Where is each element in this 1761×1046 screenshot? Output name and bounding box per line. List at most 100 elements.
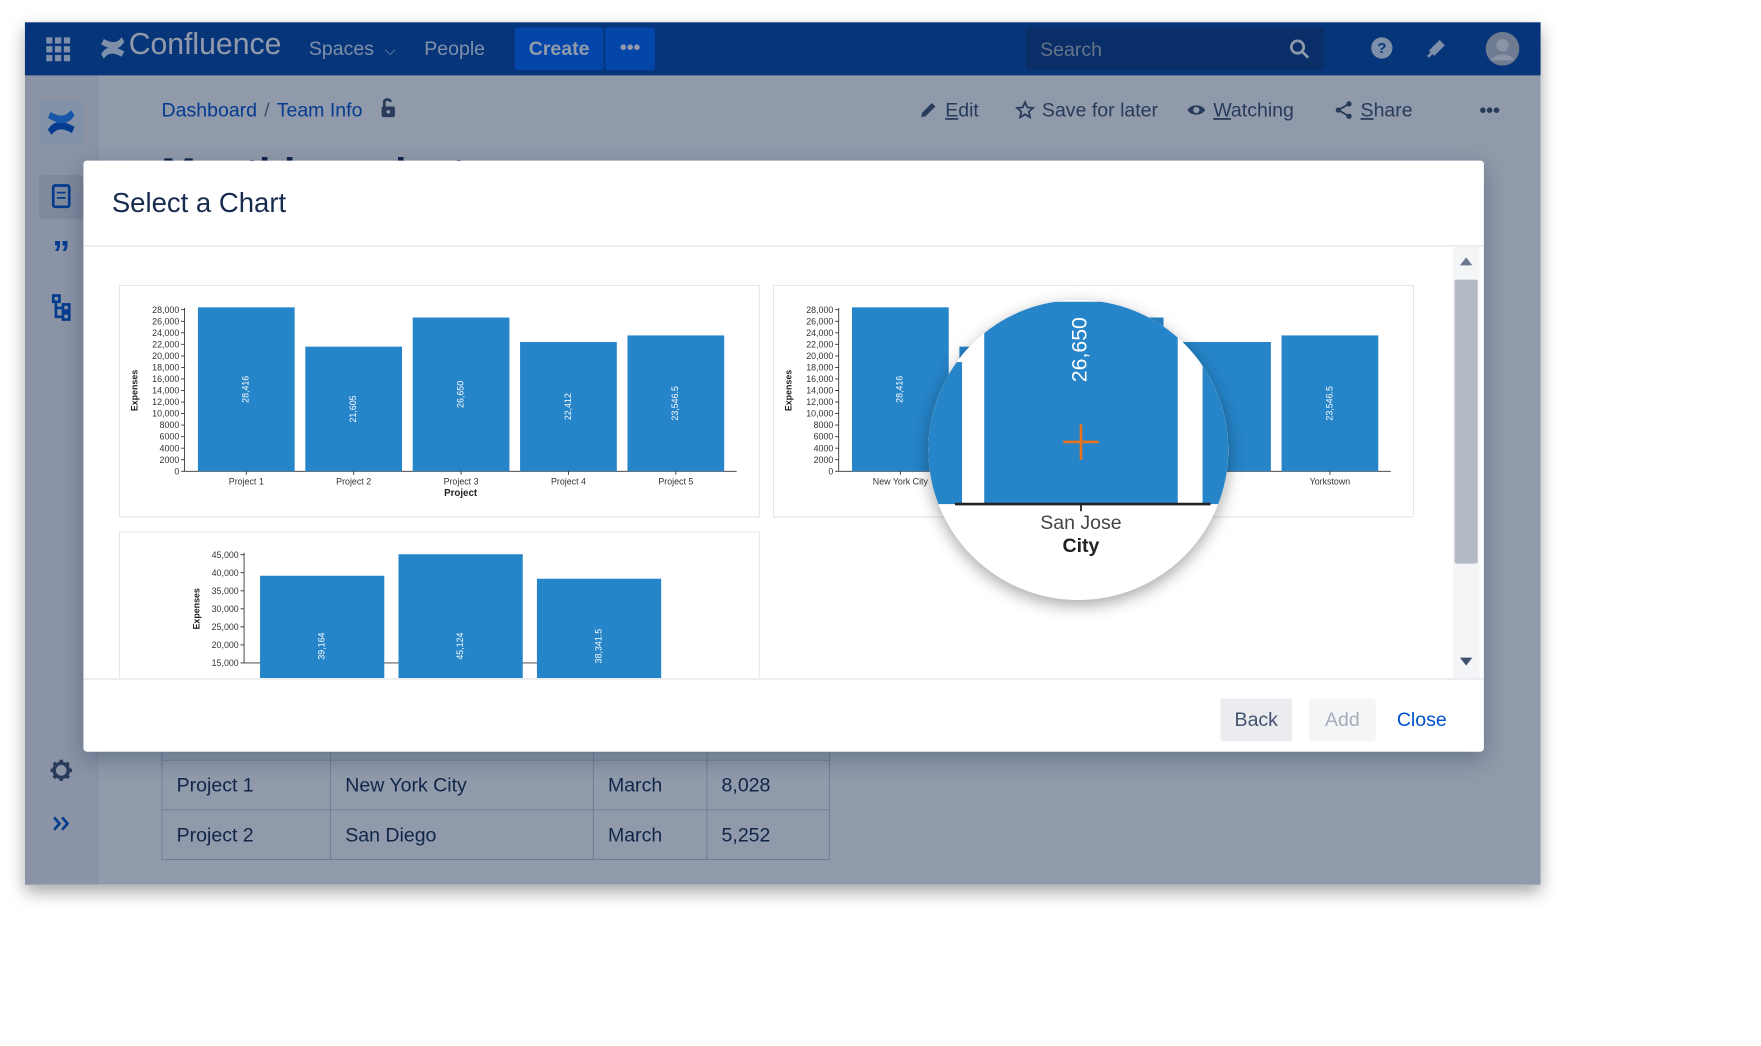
spaces-label: Spaces (308, 37, 374, 60)
bar[interactable] (536, 578, 662, 679)
divider (83, 678, 1484, 680)
close-button[interactable]: Close (1396, 708, 1447, 731)
breadcrumb-dashboard[interactable]: Dashboard (161, 98, 258, 121)
y-tick-label: 45,000 (212, 550, 239, 560)
x-tick-label: Yorkstown (1310, 477, 1351, 487)
y-tick-label: 26,000 (152, 316, 179, 326)
bar-value-label: 23,546.5 (670, 386, 680, 421)
scroll-down-arrow-icon[interactable] (1459, 657, 1473, 668)
y-tick-label: 4000 (160, 443, 180, 453)
confluence-logo-icon[interactable] (99, 35, 126, 62)
y-tick-label: 15,000 (212, 658, 239, 668)
bar[interactable] (305, 346, 403, 472)
y-tick-label: 0 (174, 466, 179, 476)
bar[interactable] (412, 317, 510, 472)
app-name[interactable]: Confluence (128, 27, 282, 62)
search-icon[interactable] (1289, 38, 1310, 59)
scroll-up-arrow-icon[interactable] (1459, 256, 1473, 267)
y-axis-label: Expenses (130, 370, 140, 411)
bar-value-label: 45,124 (455, 632, 465, 659)
dialog-scrollbar[interactable] (1452, 246, 1480, 679)
y-tick-label: 25,000 (212, 622, 239, 632)
bar[interactable] (520, 341, 617, 472)
bar[interactable] (398, 554, 523, 679)
x-axis-label: City (1063, 535, 1100, 557)
scroll-thumb[interactable] (1454, 279, 1478, 564)
edit-button[interactable]: Edit (919, 95, 979, 125)
y-tick-label: 20,000 (152, 351, 179, 361)
bar-value-label: 22,412 (563, 393, 573, 420)
bar[interactable] (1281, 335, 1379, 472)
y-tick-label: 18,000 (806, 363, 833, 373)
table-cell: New York City (330, 759, 594, 811)
y-tick-label: 20,000 (212, 640, 239, 650)
table-row: Project 2 San Diego March 5,252 (161, 809, 830, 860)
page-tree-icon[interactable] (39, 285, 83, 329)
expand-sidebar-icon[interactable] (39, 801, 83, 845)
y-tick-label: 24,000 (806, 328, 833, 338)
avatar-icon[interactable] (1485, 31, 1520, 66)
spaces-menu[interactable]: Spaces ⌵ (309, 22, 396, 75)
chart-option-third[interactable]: 15,000 20,000 25,000 30,000 35,000 40,000 45,0… (118, 531, 760, 679)
table-cell: March (592, 759, 708, 811)
table-cell: 8,028 (706, 759, 830, 811)
y-tick-label: 6000 (814, 432, 834, 442)
app-switcher-icon[interactable] (46, 37, 71, 62)
bar-value-label: 28,416 (241, 376, 251, 403)
create-button[interactable]: Create (514, 27, 604, 71)
back-button[interactable]: Back (1220, 698, 1293, 742)
y-tick-label: 14,000 (806, 386, 833, 396)
bar[interactable] (984, 301, 1178, 505)
table-row: Project 1 New York City March 8,028 (161, 759, 830, 811)
table-cell: March (592, 809, 708, 860)
y-tick-label: 12,000 (152, 397, 179, 407)
y-tick-label: 28,000 (152, 305, 179, 315)
unlock-icon[interactable] (376, 97, 399, 120)
people-link[interactable]: People (424, 37, 486, 60)
x-tick-label: Project 5 (658, 477, 693, 487)
chart-third: 15,000 20,000 25,000 30,000 35,000 40,000 45,0… (192, 550, 662, 679)
y-tick-label: 16,000 (152, 374, 179, 384)
help-icon[interactable]: ? (1370, 36, 1393, 59)
magnifier-callout: 26,650 San Jose City (928, 299, 1229, 600)
breadcrumb-team-info[interactable]: Team Info (276, 98, 363, 121)
search-input[interactable]: Search (1025, 27, 1325, 71)
share-label: Share (1360, 98, 1413, 121)
y-tick-label: 35,000 (212, 586, 239, 596)
watching-button[interactable]: Watching (1187, 95, 1294, 125)
bar[interactable] (197, 307, 295, 472)
bar[interactable] (627, 335, 725, 472)
create-more-button[interactable]: ••• (605, 27, 655, 71)
more-actions-button[interactable]: ••• (1479, 98, 1500, 121)
blog-quote-icon[interactable]: ” (39, 230, 83, 274)
y-tick-label: 40,000 (212, 568, 239, 578)
search-placeholder: Search (1040, 38, 1103, 61)
settings-icon[interactable] (39, 748, 83, 792)
pages-icon[interactable] (39, 174, 84, 220)
y-tick-label: 10,000 (806, 409, 833, 419)
y-tick-label: 8000 (814, 420, 834, 430)
table-cell: Project 2 (161, 809, 332, 860)
x-tick-label: Project 3 (444, 477, 479, 487)
divider (83, 244, 1484, 247)
y-tick-label: 28,000 (806, 305, 833, 315)
chart-options-list: 0 2000 4000 6000 8000 10,000 12,000 14,000 16,00… (83, 247, 1463, 679)
share-button[interactable]: Share (1334, 95, 1413, 125)
y-tick-label: 30,000 (212, 604, 239, 614)
watching-label: Watching (1213, 98, 1294, 121)
x-axis-label: Project (444, 488, 478, 499)
chart-option-by-project[interactable]: 0 2000 4000 6000 8000 10,000 12,000 14,000 16,00… (118, 284, 760, 518)
bar-value-label: 26,650 (455, 381, 465, 408)
x-tick-label: Project 1 (229, 477, 264, 487)
add-button[interactable]: Add (1309, 698, 1376, 742)
save-for-later-button[interactable]: Save for later (1015, 95, 1158, 125)
notifications-icon[interactable] (1425, 36, 1448, 59)
y-tick-label: 2000 (160, 455, 180, 465)
y-tick-label: 18,000 (152, 363, 179, 373)
chevron-down-icon: ⌵ (384, 43, 396, 59)
bar-value-label: 38,341.5 (593, 629, 603, 664)
space-logo-icon[interactable] (39, 100, 84, 145)
bar[interactable] (260, 575, 385, 679)
